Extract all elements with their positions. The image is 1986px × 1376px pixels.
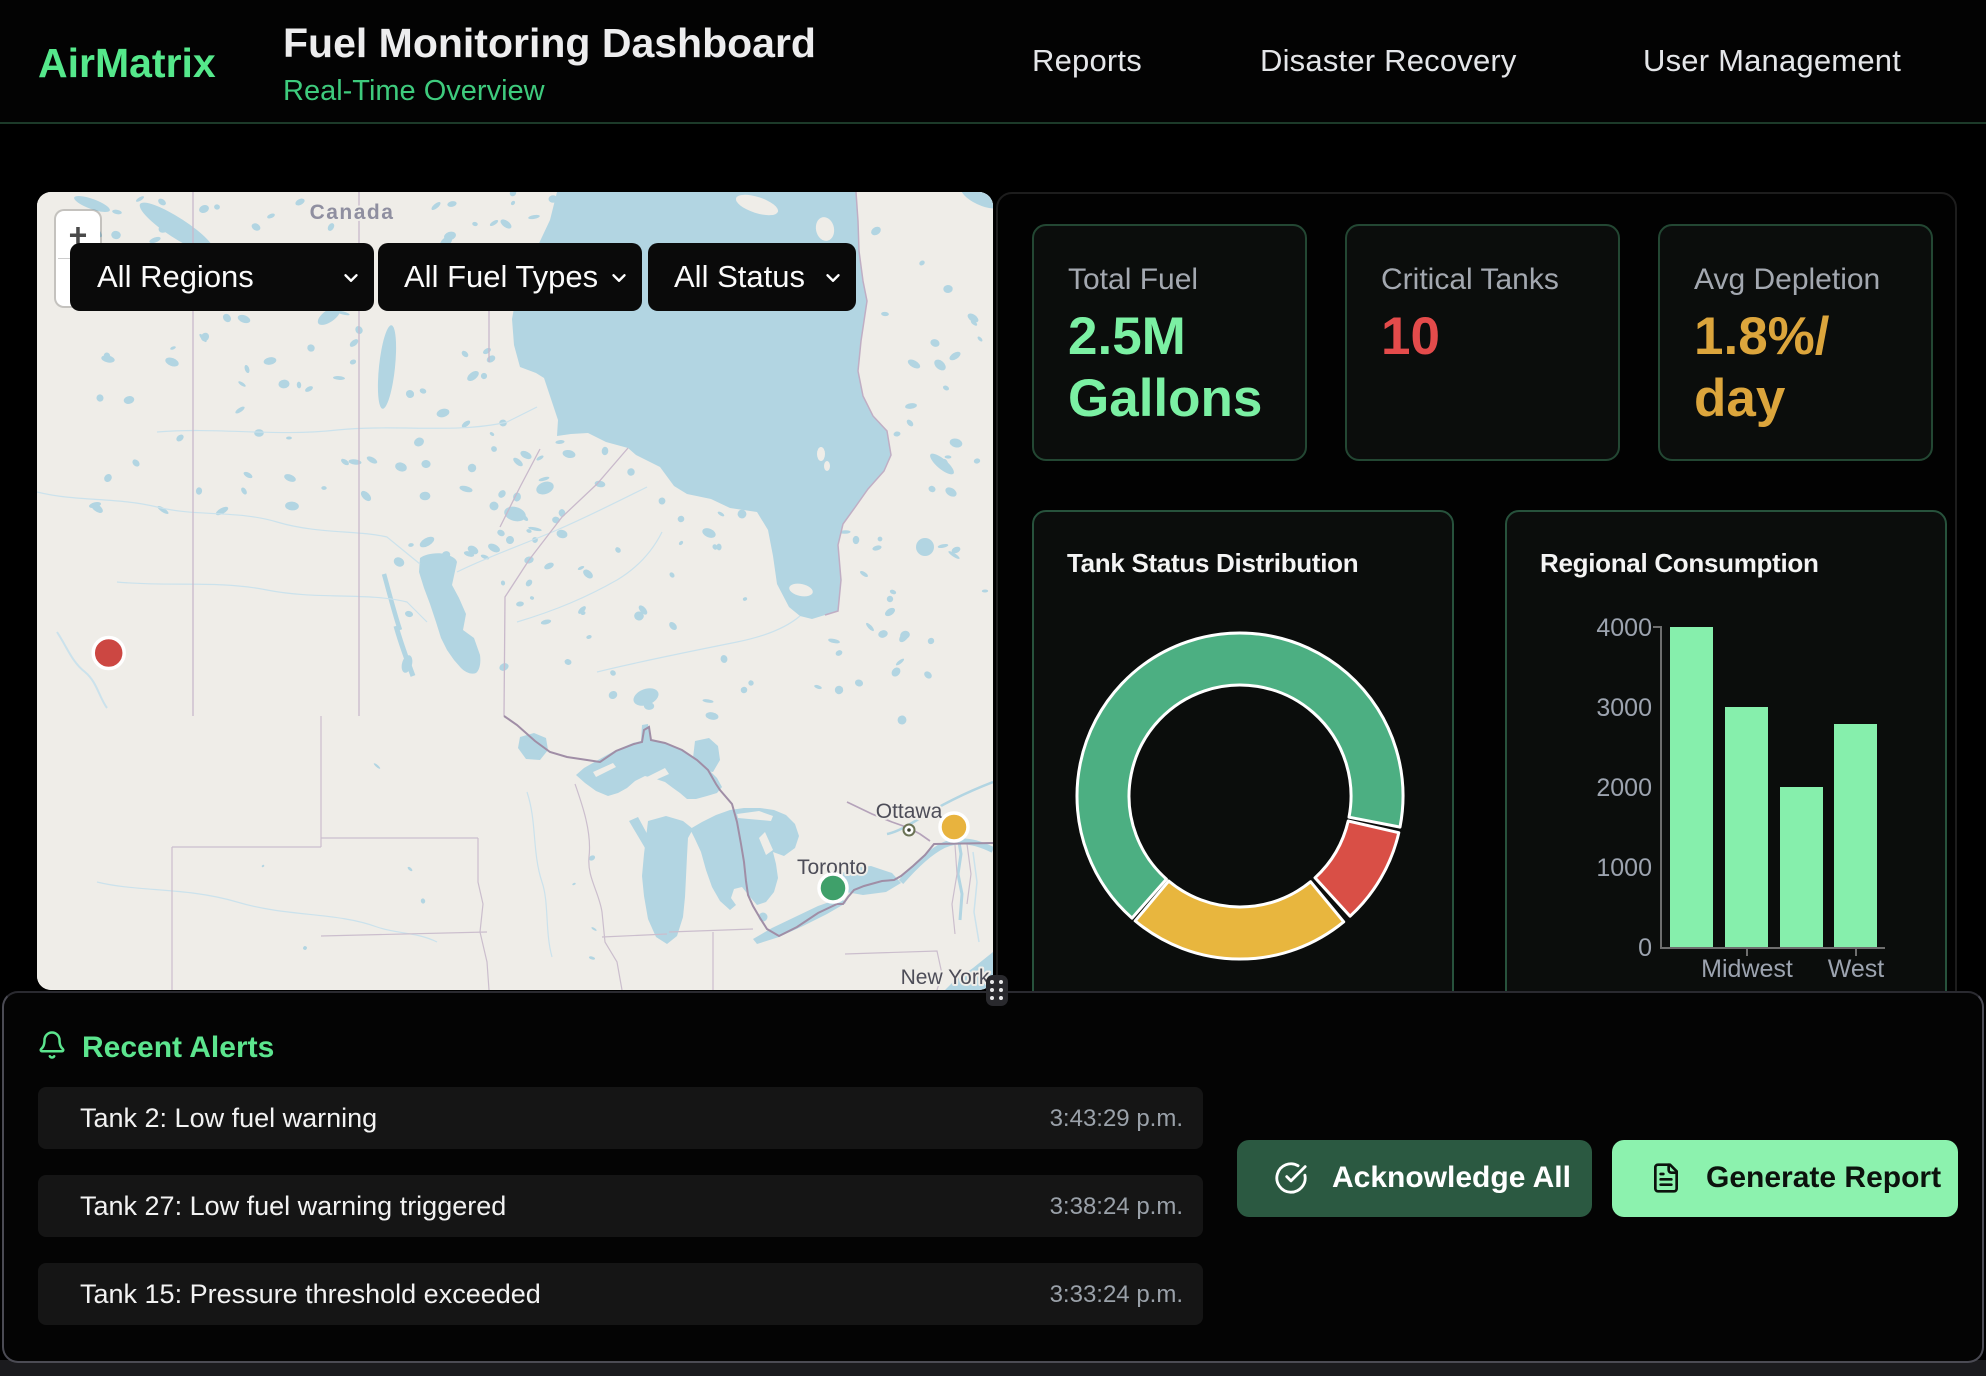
svg-text:2000: 2000 [1596, 774, 1652, 802]
svg-text:0: 0 [1638, 934, 1652, 962]
svg-text:West: West [1828, 955, 1885, 983]
svg-text:4000: 4000 [1596, 614, 1652, 642]
svg-text:Toronto: Toronto [797, 856, 867, 879]
svg-text:Ottawa: Ottawa [876, 800, 943, 823]
svg-text:1000: 1000 [1596, 854, 1652, 882]
svg-text:Midwest: Midwest [1701, 955, 1793, 983]
svg-text:Canada: Canada [310, 201, 395, 224]
svg-text:New York: New York [901, 966, 990, 989]
svg-text:3000: 3000 [1596, 694, 1652, 722]
